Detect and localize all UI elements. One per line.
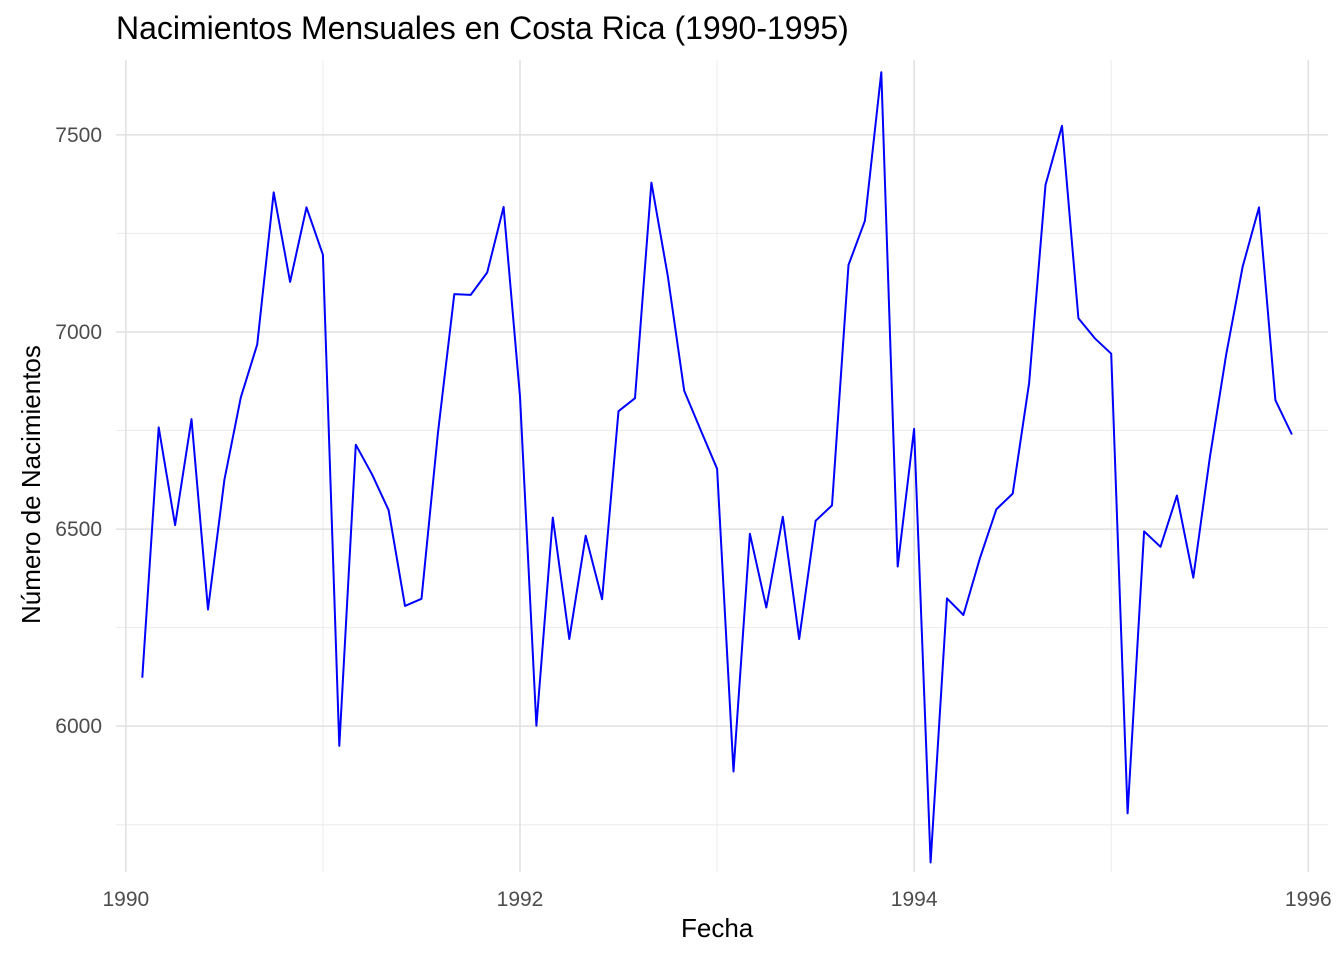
y-tick-label: 6500 — [55, 518, 102, 541]
y-axis-tick-labels: 6000 6500 7000 7500 — [55, 124, 102, 738]
x-axis-tick-labels: 1990 1992 1994 1996 — [102, 888, 1331, 911]
x-tick-label: 1996 — [1285, 888, 1332, 911]
chart-title: Nacimientos Mensuales en Costa Rica (199… — [116, 10, 849, 46]
x-tick-label: 1994 — [891, 888, 938, 911]
y-tick-label: 7500 — [55, 124, 102, 147]
x-axis-label: Fecha — [681, 913, 754, 943]
major-gridlines — [116, 60, 1328, 872]
minor-gridlines — [116, 60, 1328, 872]
y-tick-label: 6000 — [55, 715, 102, 738]
series-line — [141, 71, 1293, 864]
x-tick-label: 1990 — [102, 888, 149, 911]
y-tick-label: 7000 — [55, 321, 102, 344]
x-tick-label: 1992 — [497, 888, 544, 911]
y-axis-label: Número de Nacimientos — [16, 345, 46, 624]
